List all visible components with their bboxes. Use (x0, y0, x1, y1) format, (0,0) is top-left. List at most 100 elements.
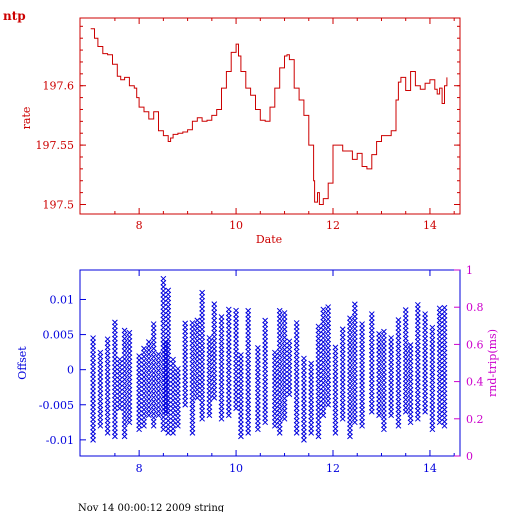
offset-point (351, 346, 358, 352)
offset-point (182, 320, 189, 327)
offset-point (160, 300, 167, 306)
offset-point (395, 418, 402, 425)
offset-point (189, 320, 196, 326)
offset-point (429, 389, 436, 396)
offset-point (136, 373, 142, 380)
offset-point (339, 379, 346, 386)
offset-point (293, 328, 300, 334)
offset-point (141, 374, 147, 380)
offset-point (121, 409, 128, 415)
offset-point (315, 429, 322, 436)
offset-point (233, 311, 239, 318)
offset-point (347, 319, 353, 326)
offset-point (339, 387, 346, 394)
offset-point (315, 396, 322, 403)
offset-point (262, 382, 269, 389)
offset-point (347, 380, 353, 387)
offset-point (150, 410, 157, 417)
offset-point (112, 409, 118, 415)
offset-point (116, 372, 123, 379)
offset-x-tick-label: 10 (229, 462, 243, 475)
offset-point (414, 371, 421, 377)
offset-point (255, 357, 261, 363)
offset-point (271, 370, 278, 376)
offset-point (301, 367, 307, 374)
offset-point (315, 368, 322, 375)
offset-point (441, 398, 448, 405)
offset-point (255, 406, 261, 412)
offset-point (199, 330, 205, 337)
offset-point (301, 420, 307, 427)
offset-point (376, 412, 382, 419)
rate-x-tick-label: 14 (423, 219, 437, 232)
offset-point (145, 388, 152, 394)
offset-point (175, 378, 181, 384)
offset-point (255, 353, 261, 359)
offset-point (402, 347, 409, 354)
offset-point (339, 346, 346, 353)
offset-point (90, 412, 96, 419)
offset-point (104, 409, 111, 416)
offset-point (262, 346, 269, 352)
offset-point (325, 340, 332, 347)
offset-point (199, 350, 205, 357)
offset-point (112, 396, 118, 403)
offset-point (225, 400, 232, 406)
offset-point (199, 407, 205, 414)
offset-point (436, 403, 443, 409)
offset-point (136, 361, 142, 368)
offset-point (376, 408, 382, 415)
offset-point (90, 347, 96, 354)
offset-point (320, 388, 327, 394)
offset-point (276, 348, 283, 355)
offset-y-tick-label: 0.01 (50, 293, 75, 306)
offset-point (165, 381, 172, 387)
offset-point (165, 336, 172, 343)
offset-point (436, 317, 443, 324)
offset-point (126, 346, 133, 352)
offset-point (150, 357, 157, 364)
offset-point (255, 365, 261, 372)
offset-point (225, 326, 232, 333)
offset-point (407, 366, 414, 373)
offset-point (218, 371, 225, 377)
offset-point (225, 318, 232, 325)
offset-point (276, 393, 283, 400)
offset-point (347, 315, 353, 322)
offset-point (262, 399, 269, 405)
offset-point (225, 322, 232, 329)
offset-point (116, 368, 123, 375)
offset-point (145, 404, 152, 411)
offset-point (308, 385, 315, 391)
offset-point (170, 405, 176, 412)
offset-point (160, 275, 167, 282)
offset-point (155, 408, 162, 415)
offset-point (293, 344, 300, 351)
offset-point (182, 357, 189, 363)
offset-point (315, 360, 322, 366)
offset-point (150, 374, 157, 380)
offset-point (414, 354, 421, 361)
offset-point (112, 433, 118, 440)
offset-point (395, 341, 402, 348)
offset-point (136, 402, 142, 408)
offset-point (368, 315, 375, 322)
offset-point (160, 308, 167, 315)
offset-point (332, 381, 339, 387)
offset-point (347, 348, 353, 354)
offset-point (90, 375, 96, 382)
offset-point (339, 350, 346, 357)
offset-point (189, 360, 196, 367)
offset-point (271, 361, 278, 368)
offset-point (150, 329, 157, 336)
offset-point (121, 372, 128, 379)
offset-point (225, 371, 232, 378)
offset-point (238, 400, 244, 407)
offset-point (245, 328, 252, 334)
offset-point (104, 389, 111, 395)
offset-point (136, 365, 142, 372)
offset-point (436, 354, 443, 361)
offset-point (150, 341, 157, 348)
offset-point (121, 400, 128, 407)
offset-point (325, 393, 332, 400)
